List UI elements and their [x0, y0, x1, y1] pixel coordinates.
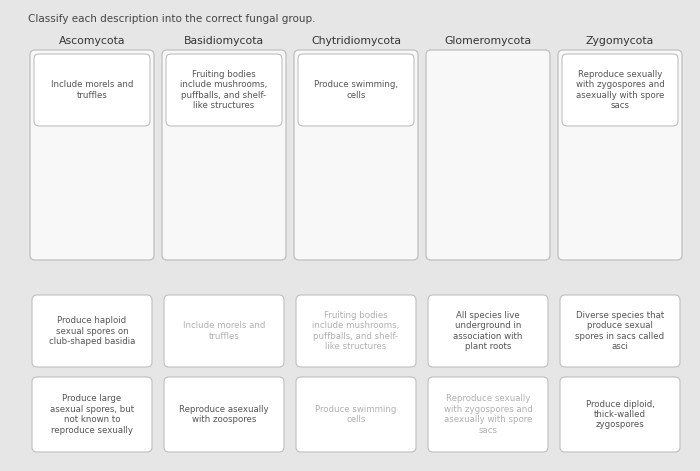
Text: Reproduce sexually
with zygospores and
asexually with spore
sacs: Reproduce sexually with zygospores and a…	[575, 70, 664, 110]
FancyBboxPatch shape	[30, 50, 154, 260]
FancyBboxPatch shape	[162, 50, 286, 260]
Text: Reproduce sexually
with zygospores and
asexually with spore
sacs: Reproduce sexually with zygospores and a…	[444, 394, 533, 435]
Text: Ascomycota: Ascomycota	[59, 36, 125, 46]
Text: Produce haploid
sexual spores on
club-shaped basidia: Produce haploid sexual spores on club-sh…	[49, 316, 135, 346]
FancyBboxPatch shape	[166, 54, 282, 126]
FancyBboxPatch shape	[558, 50, 682, 260]
Text: Fruiting bodies
include mushrooms,
puffballs, and shelf-
like structures: Fruiting bodies include mushrooms, puffb…	[181, 70, 267, 110]
Text: Produce large
asexual spores, but
not known to
reproduce sexually: Produce large asexual spores, but not kn…	[50, 394, 134, 435]
FancyBboxPatch shape	[560, 295, 680, 367]
Text: Zygomycota: Zygomycota	[586, 36, 654, 46]
FancyBboxPatch shape	[294, 50, 418, 260]
FancyBboxPatch shape	[296, 295, 416, 367]
Text: Include morels and
truffles: Include morels and truffles	[183, 321, 265, 341]
FancyBboxPatch shape	[560, 377, 680, 452]
Text: Fruiting bodies
include mushrooms,
puffballs, and shelf-
like structures: Fruiting bodies include mushrooms, puffb…	[312, 311, 400, 351]
Text: Glomeromycota: Glomeromycota	[444, 36, 531, 46]
Text: Produce swimming
cells: Produce swimming cells	[315, 405, 397, 424]
Text: Produce swimming,
cells: Produce swimming, cells	[314, 80, 398, 100]
FancyBboxPatch shape	[428, 295, 548, 367]
Text: Reproduce asexually
with zoospores: Reproduce asexually with zoospores	[179, 405, 269, 424]
Text: Produce diploid,
thick-walled
zygospores: Produce diploid, thick-walled zygospores	[586, 399, 654, 430]
Text: Classify each description into the correct fungal group.: Classify each description into the corre…	[28, 14, 316, 24]
Text: Basidiomycota: Basidiomycota	[184, 36, 264, 46]
FancyBboxPatch shape	[34, 54, 150, 126]
FancyBboxPatch shape	[298, 54, 414, 126]
FancyBboxPatch shape	[32, 377, 152, 452]
Text: Include morels and
truffles: Include morels and truffles	[51, 80, 133, 100]
FancyBboxPatch shape	[296, 377, 416, 452]
Text: All species live
underground in
association with
plant roots: All species live underground in associat…	[454, 311, 523, 351]
FancyBboxPatch shape	[562, 54, 678, 126]
FancyBboxPatch shape	[164, 377, 284, 452]
FancyBboxPatch shape	[32, 295, 152, 367]
Text: Diverse species that
produce sexual
spores in sacs called
asci: Diverse species that produce sexual spor…	[575, 311, 664, 351]
FancyBboxPatch shape	[164, 295, 284, 367]
FancyBboxPatch shape	[426, 50, 550, 260]
Text: Chytridiomycota: Chytridiomycota	[311, 36, 401, 46]
FancyBboxPatch shape	[428, 377, 548, 452]
